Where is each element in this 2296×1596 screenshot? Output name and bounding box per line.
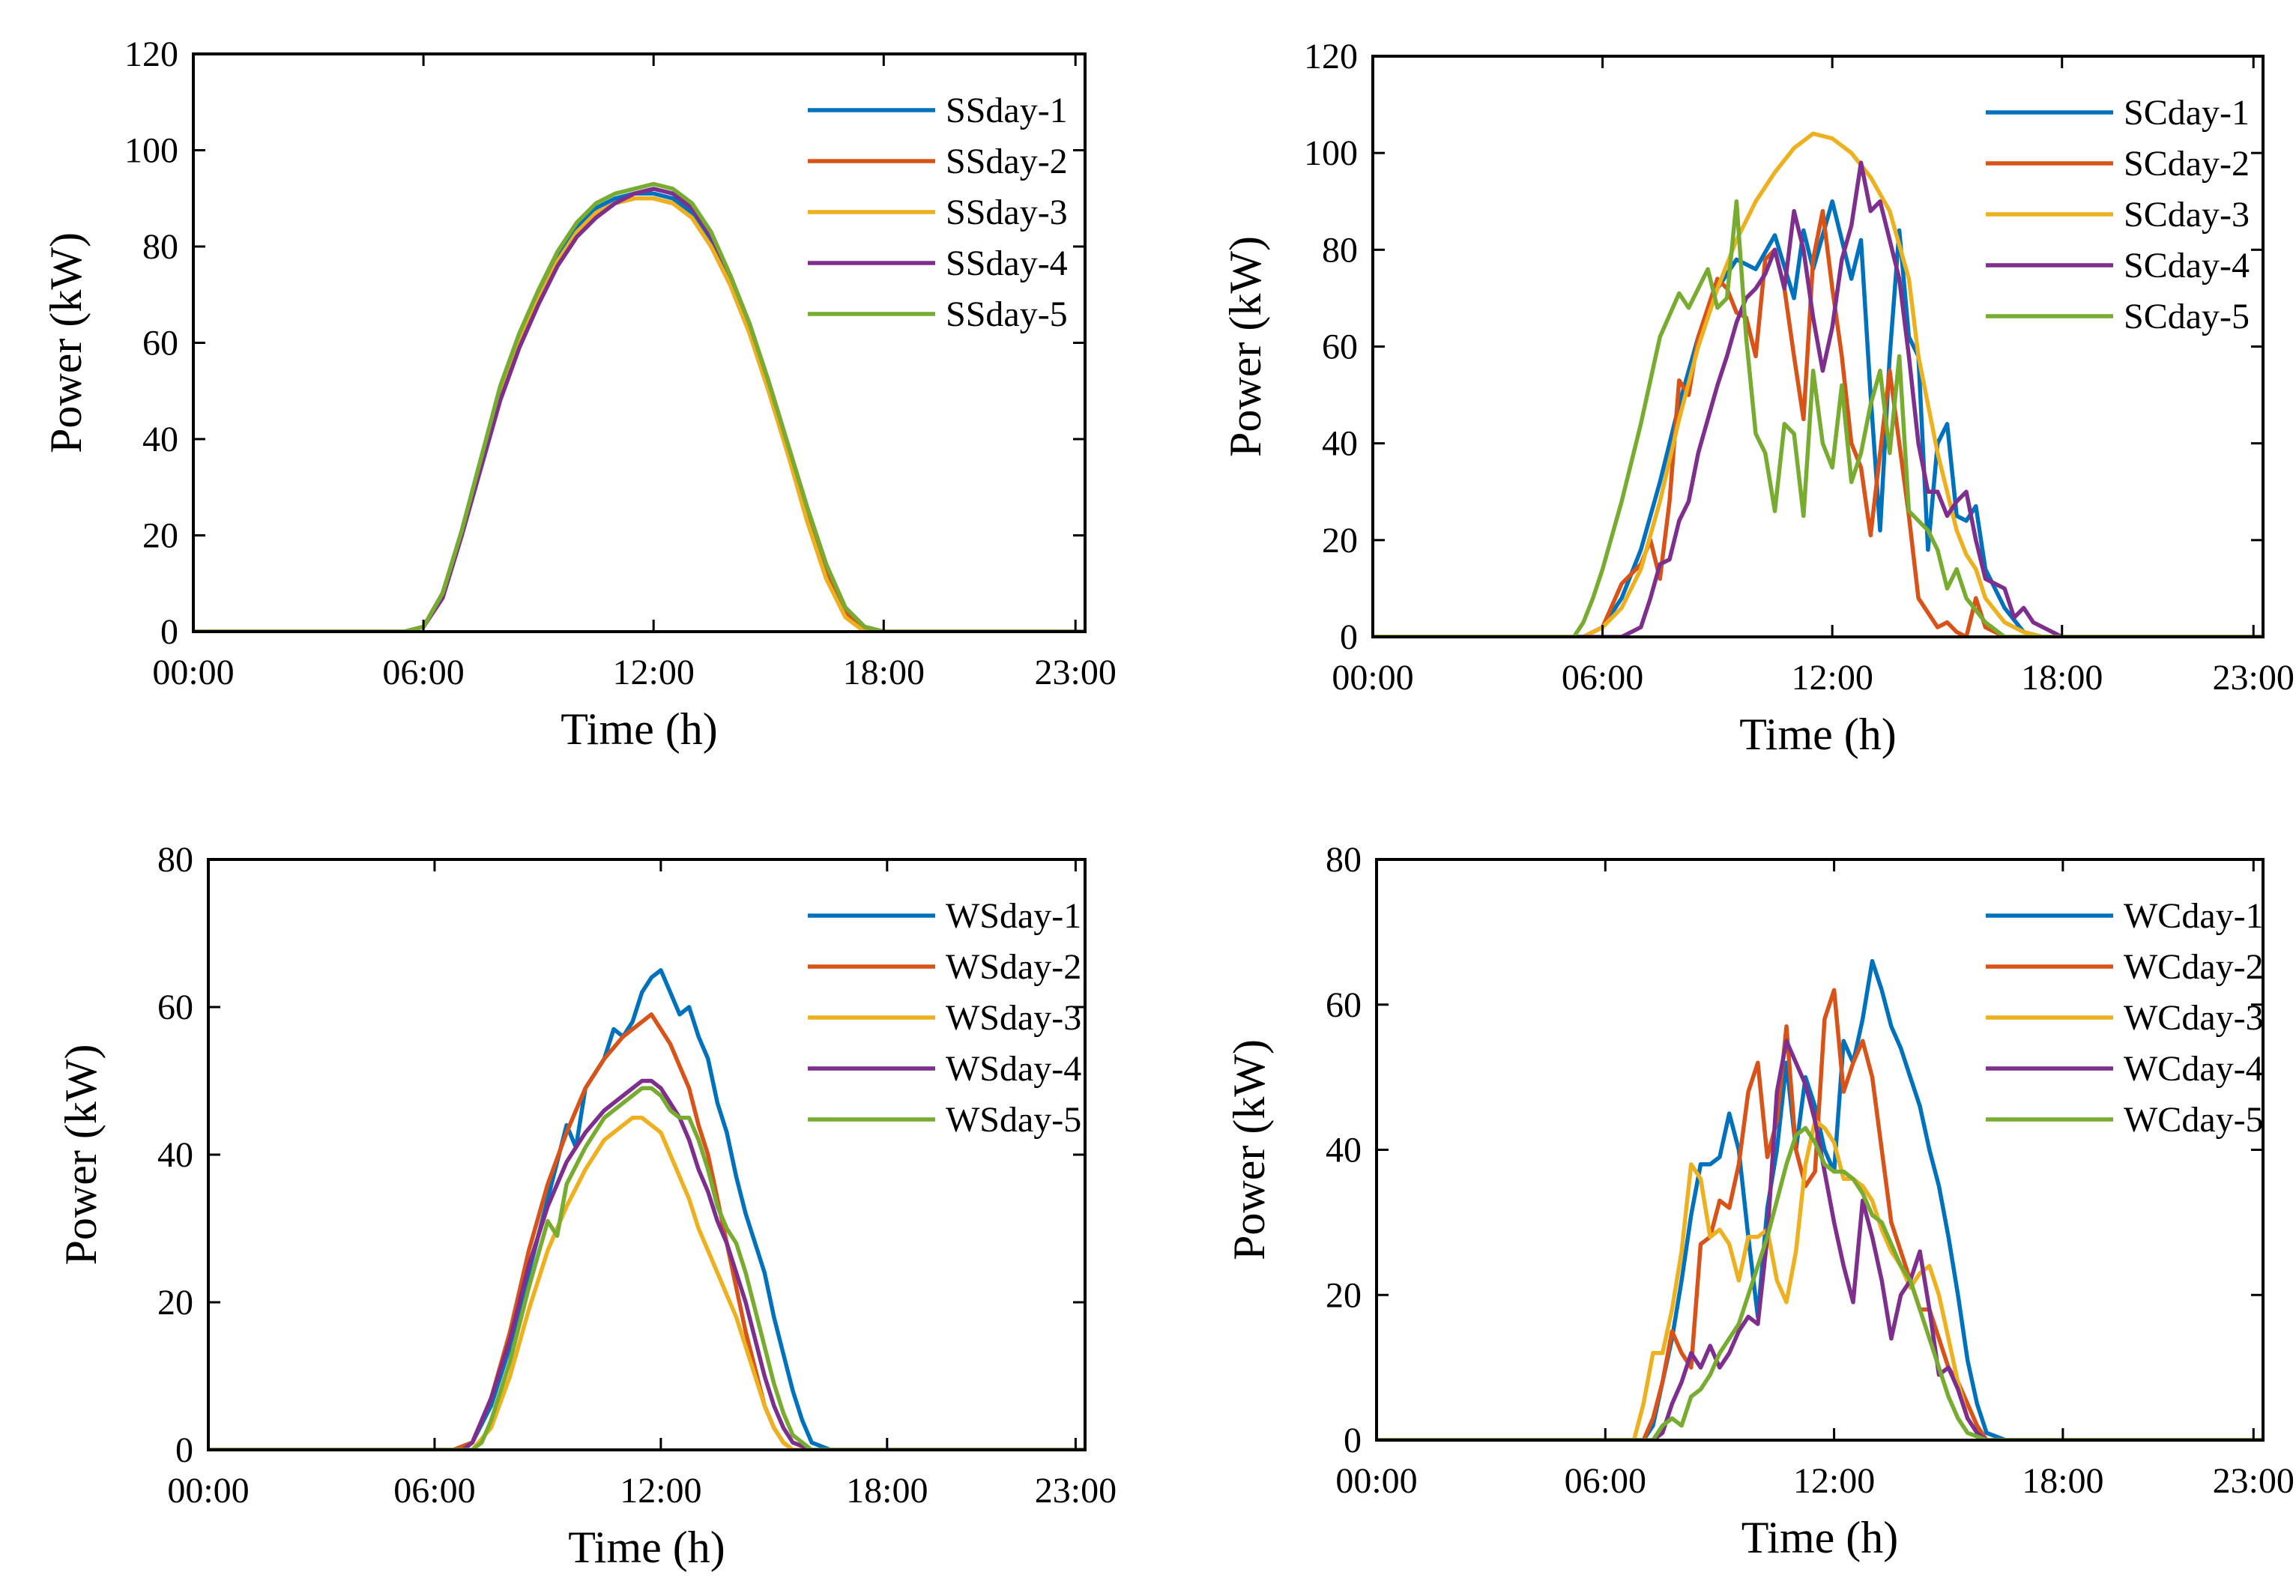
x-tick-label: 06:00 <box>1565 1461 1646 1501</box>
series-line-scday-3 <box>1373 131 2263 637</box>
legend-label: SSday-3 <box>946 193 1068 232</box>
y-tick-label: 0 <box>160 612 178 652</box>
series-line-wsday-3 <box>208 1116 1085 1450</box>
series-line-scday-4 <box>1373 160 2263 637</box>
legend: WCday-1 WCday-2 WCday-3 WCday-4 WCday-5 <box>1986 896 2264 1140</box>
series-line-wsday-4 <box>208 1078 1085 1450</box>
legend: SSday-1 SSday-2 SSday-3 SSday-4 SSday-5 <box>808 91 1068 334</box>
legend-label: SSday-5 <box>946 294 1068 334</box>
y-tick-label: 0 <box>1344 1421 1362 1460</box>
series-lines <box>1377 958 2263 1440</box>
y-tick-label: 60 <box>1326 985 1362 1025</box>
axes-box <box>192 52 1087 633</box>
y-tick-label: 0 <box>175 1430 193 1470</box>
x-tick-label: 18:00 <box>843 653 925 692</box>
y-tick-label: 60 <box>142 324 178 363</box>
legend: SCday-1 SCday-2 SCday-3 SCday-4 SCday-5 <box>1986 93 2250 336</box>
legend-label: WSday-2 <box>946 947 1081 987</box>
x-tick-label: 18:00 <box>2022 1461 2103 1501</box>
legend-label: WSday-3 <box>946 998 1081 1038</box>
y-tick-label: 20 <box>157 1283 193 1323</box>
y-tick-label: 20 <box>142 516 178 556</box>
chart-panel-wc: 0 20 40 60 80 00:00 06:00 12:00 18:00 23:00 Time (… <box>1224 840 2295 1562</box>
legend-label: WCday-2 <box>2124 947 2264 987</box>
y-tick-label: 80 <box>157 840 193 880</box>
legend-label: WSday-4 <box>946 1049 1081 1089</box>
y-tick-label: 100 <box>124 131 178 171</box>
chart-panel-sc: 0 20 40 60 80 100 120 00:00 06:00 12:00 18:00 23:00… <box>1221 37 2295 759</box>
x-tick-label: 18:00 <box>846 1471 928 1511</box>
series-line-wsday-5 <box>208 1086 1085 1450</box>
x-tick-label: 18:00 <box>2021 658 2103 698</box>
series-line-wcday-3 <box>1377 1119 2263 1440</box>
y-tick-label: 40 <box>142 420 178 459</box>
x-axis-label: Time (h) <box>1741 1513 1898 1562</box>
y-tick-label: 60 <box>1322 327 1358 367</box>
y-tick-label: 120 <box>1304 37 1358 76</box>
legend-label: SSday-4 <box>946 244 1068 283</box>
y-tick-label: 80 <box>142 227 178 267</box>
legend-label: WSday-5 <box>946 1100 1081 1140</box>
series-lines <box>193 181 1085 632</box>
y-axis-label: Power (kW) <box>1224 1039 1274 1260</box>
series-line-wsday-1 <box>208 968 1085 1450</box>
series-lines <box>208 968 1085 1450</box>
legend-label: SSday-2 <box>946 142 1068 181</box>
legend-label: WCday-3 <box>2124 998 2264 1038</box>
series-line-ssday-5 <box>193 181 1085 632</box>
x-tick-label: 23:00 <box>1035 1471 1117 1511</box>
x-tick-label: 12:00 <box>1793 1461 1875 1501</box>
y-tick-label: 40 <box>1326 1131 1362 1170</box>
x-axis-label: Time (h) <box>568 1523 725 1572</box>
legend-label: SSday-1 <box>946 91 1068 130</box>
y-tick-label: 40 <box>157 1135 193 1175</box>
y-tick-label: 20 <box>1322 521 1358 560</box>
x-axis-label: Time (h) <box>1739 710 1896 759</box>
y-tick-label: 40 <box>1322 424 1358 464</box>
legend-label: WSday-1 <box>946 896 1081 936</box>
x-tick-label: 23:00 <box>1035 653 1117 692</box>
series-line-scday-5 <box>1373 199 2263 637</box>
x-tick-label: 00:00 <box>1332 658 1413 698</box>
chart-panel-ws: 0 20 40 60 80 00:00 06:00 12:00 18:00 23:00 Time (… <box>56 840 1117 1572</box>
x-tick-label: 00:00 <box>167 1471 249 1511</box>
x-tick-label: 00:00 <box>1335 1461 1417 1501</box>
legend: WSday-1 WSday-2 WSday-3 WSday-4 WSday-5 <box>808 896 1081 1140</box>
legend-label: SCday-5 <box>2124 297 2250 336</box>
y-axis-label: Power (kW) <box>41 232 91 453</box>
x-tick-label: 06:00 <box>393 1471 475 1511</box>
x-tick-label: 12:00 <box>620 1471 701 1511</box>
legend-label: SCday-4 <box>2124 246 2250 285</box>
x-tick-label: 23:00 <box>2213 1461 2295 1501</box>
x-tick-label: 12:00 <box>613 653 695 692</box>
x-tick-label: 12:00 <box>1791 658 1873 698</box>
chart-panel-ss: 0 20 40 60 80 100 120 00:00 06:00 12:00 18:00 23:00… <box>41 34 1117 754</box>
legend-label: SCday-1 <box>2124 93 2250 133</box>
y-axis-label: Power (kW) <box>1221 236 1270 457</box>
y-tick-label: 0 <box>1340 617 1358 657</box>
y-tick-label: 60 <box>157 988 193 1027</box>
x-tick-label: 06:00 <box>1562 658 1643 698</box>
y-tick-label: 80 <box>1326 840 1362 880</box>
series-line-wcday-5 <box>1377 1125 2263 1440</box>
legend-label: WCday-4 <box>2124 1049 2264 1089</box>
y-tick-label: 120 <box>124 34 178 74</box>
series-line-wcday-2 <box>1377 988 2263 1440</box>
legend-label: WCday-5 <box>2124 1100 2264 1140</box>
legend-label: SCday-2 <box>2124 144 2250 184</box>
x-tick-label: 23:00 <box>2213 658 2295 698</box>
x-tick-label: 06:00 <box>382 653 464 692</box>
legend-label: WCday-1 <box>2124 896 2264 936</box>
series-lines <box>1373 131 2263 637</box>
legend-label: SCday-3 <box>2124 195 2250 235</box>
x-tick-label: 00:00 <box>152 653 234 692</box>
series-line-scday-2 <box>1373 208 2263 637</box>
y-axis-label: Power (kW) <box>56 1045 106 1266</box>
y-tick-label: 80 <box>1322 230 1358 270</box>
x-axis-label: Time (h) <box>561 704 717 754</box>
y-tick-label: 20 <box>1326 1275 1362 1315</box>
y-tick-label: 100 <box>1304 133 1358 173</box>
